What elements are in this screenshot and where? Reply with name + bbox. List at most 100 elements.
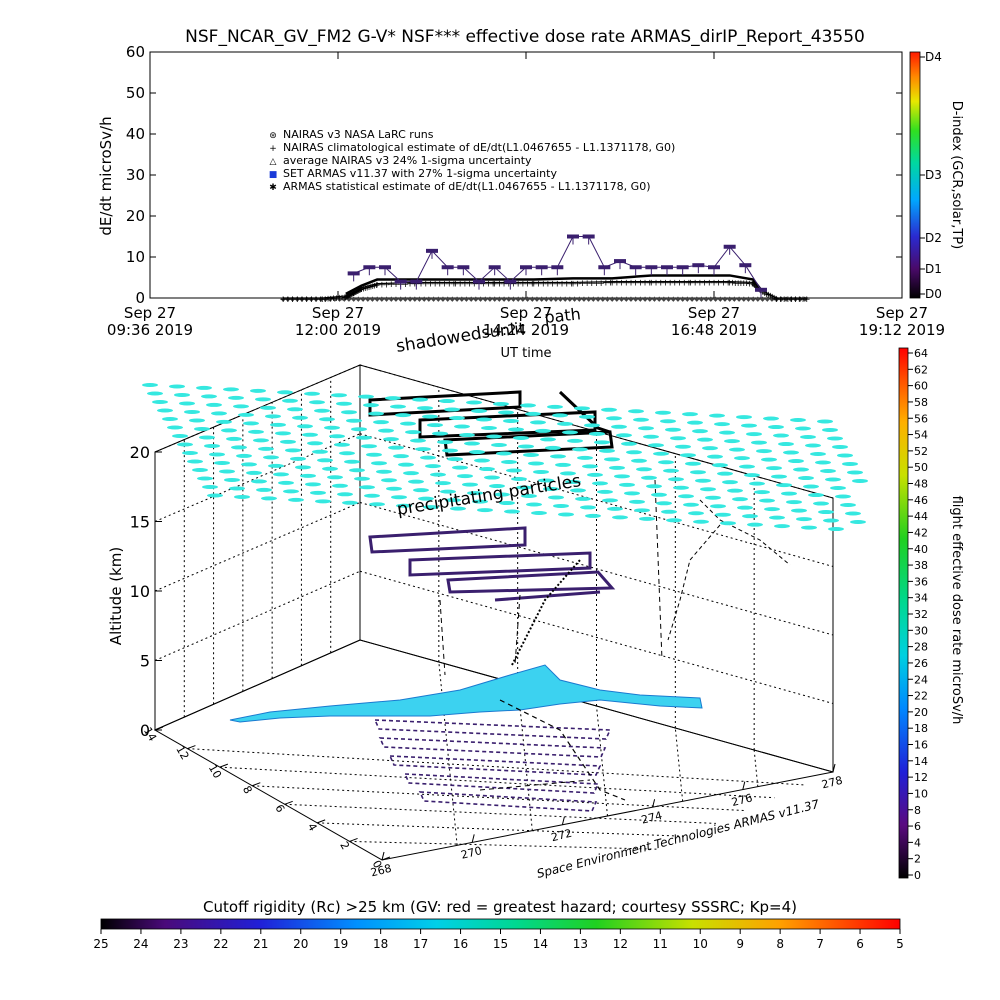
nairas-run-point: ◆	[417, 295, 423, 303]
dose-tick-label: 2	[914, 853, 921, 866]
cutoff-tick-label: 8	[776, 937, 784, 951]
particle-marker	[288, 497, 304, 502]
particle-marker	[714, 422, 730, 427]
y-tick-label: 60	[126, 43, 145, 61]
particle-marker	[587, 472, 603, 477]
ground-track-loop	[373, 719, 612, 740]
nairas-run-point: ◆	[389, 295, 395, 303]
cutoff-tick-label: 14	[533, 937, 548, 951]
particle-marker	[376, 469, 392, 474]
dose-tick-label: 46	[914, 494, 928, 507]
nairas-plus-point: +	[583, 279, 591, 289]
particle-marker	[437, 440, 453, 445]
particle-marker	[472, 499, 488, 504]
nairas-run-point: ◆	[694, 295, 700, 303]
particle-marker	[585, 513, 601, 518]
cutoff-tick-label: 24	[133, 937, 148, 951]
particle-marker	[295, 465, 311, 470]
legend: ⊛ NAIRAS v3 NASA LaRC runs + NAIRAS climato…	[269, 128, 676, 193]
dose-ticks: 0246810121416182022242628303234363840424…	[908, 347, 928, 882]
floor-grid-x	[753, 749, 759, 787]
nairas-plus-point: +	[349, 290, 357, 300]
nairas-run-point: ◆	[332, 295, 338, 303]
nairas-run-point: ◆	[530, 295, 536, 303]
particle-marker	[798, 476, 814, 481]
particle-marker	[226, 436, 242, 441]
particle-marker	[204, 443, 220, 448]
dose-tick-label: 40	[914, 543, 928, 556]
particle-marker	[282, 398, 298, 403]
nairas-plus-point: +	[737, 279, 745, 289]
dose-tick-label: 62	[914, 363, 928, 376]
particle-marker	[531, 510, 547, 515]
particle-marker	[194, 426, 210, 431]
particle-marker	[661, 509, 677, 514]
nairas-plus-point: +	[761, 289, 769, 299]
nairas-plus-point: +	[327, 294, 335, 304]
floor-grid-x	[438, 661, 458, 846]
particle-marker	[832, 444, 848, 449]
nairas-plus-point: +	[729, 279, 737, 289]
cutoff-tick-label: 17	[413, 937, 428, 951]
lat-tick	[381, 856, 391, 861]
particle-marker	[309, 400, 325, 405]
particle-marker	[506, 468, 522, 473]
particle-marker	[825, 477, 841, 482]
legend-label: ARMAS statistical estimate of dE/dt(L1.0…	[283, 180, 650, 193]
particle-marker	[763, 416, 779, 421]
particle-marker	[592, 481, 608, 486]
nairas-run-point: ◆	[647, 295, 653, 303]
floor-grid-y	[252, 785, 746, 812]
particle-marker	[221, 428, 237, 433]
particle-marker	[329, 434, 345, 439]
nairas-plus-point: +	[360, 284, 368, 294]
nairas-plus-point: +	[715, 279, 723, 289]
flight-track-segment	[558, 390, 611, 434]
particle-marker	[368, 411, 384, 416]
lat-tick-label: 8	[240, 784, 255, 797]
particle-marker	[547, 404, 563, 409]
floor-grid-y	[349, 840, 658, 850]
nairas-run-point: ◆	[675, 295, 681, 303]
particle-marker	[808, 493, 824, 498]
cutoff-tick-label: 13	[573, 937, 588, 951]
particle-marker	[263, 455, 279, 460]
nairas-plus-point: +	[342, 293, 350, 303]
nairas-run-point: ◆	[567, 295, 573, 303]
particle-marker	[742, 514, 758, 519]
nairas-plus-point: +	[646, 279, 654, 289]
dose-tick-label: 10	[914, 787, 928, 800]
nairas-run-point: ◆	[337, 295, 343, 303]
particle-marker	[680, 453, 696, 458]
nairas-plus-point: +	[411, 279, 419, 289]
nairas-plus-point: +	[792, 295, 800, 305]
particle-marker	[238, 412, 254, 417]
particle-marker	[818, 510, 834, 515]
dose-time-series: NSF_NCAR_GV_FM2 G-V* NSF*** effective do…	[97, 27, 945, 361]
particle-marker	[712, 463, 728, 468]
dindex-tick-label: D4	[925, 50, 942, 64]
particle-marker	[251, 479, 267, 484]
nairas-run-point: ◆	[685, 295, 691, 303]
particle-marker	[575, 496, 591, 501]
cutoff-tick-label: 22	[213, 937, 228, 951]
nairas-run-point: ◆	[703, 295, 709, 303]
dose-tick-label: 28	[914, 641, 928, 654]
nairas-run-point: ◆	[426, 295, 432, 303]
z-grid-left	[154, 364, 361, 453]
particle-marker	[341, 410, 357, 415]
particle-marker	[639, 516, 655, 521]
nairas-plus-point: +	[574, 279, 582, 289]
nairas-plus-point: +	[652, 279, 660, 289]
particle-marker	[442, 448, 458, 453]
nairas-plus-point: +	[303, 295, 311, 305]
ground-track-loop	[388, 755, 602, 776]
nairas-plus-point: +	[514, 279, 522, 289]
particle-marker	[572, 447, 588, 452]
nairas-plus-point: +	[338, 293, 346, 303]
cutoff-tick-label: 10	[693, 937, 708, 951]
nairas-plus-point: +	[539, 279, 547, 289]
particle-marker	[793, 467, 809, 472]
nairas-run-point: ◆	[572, 295, 578, 303]
